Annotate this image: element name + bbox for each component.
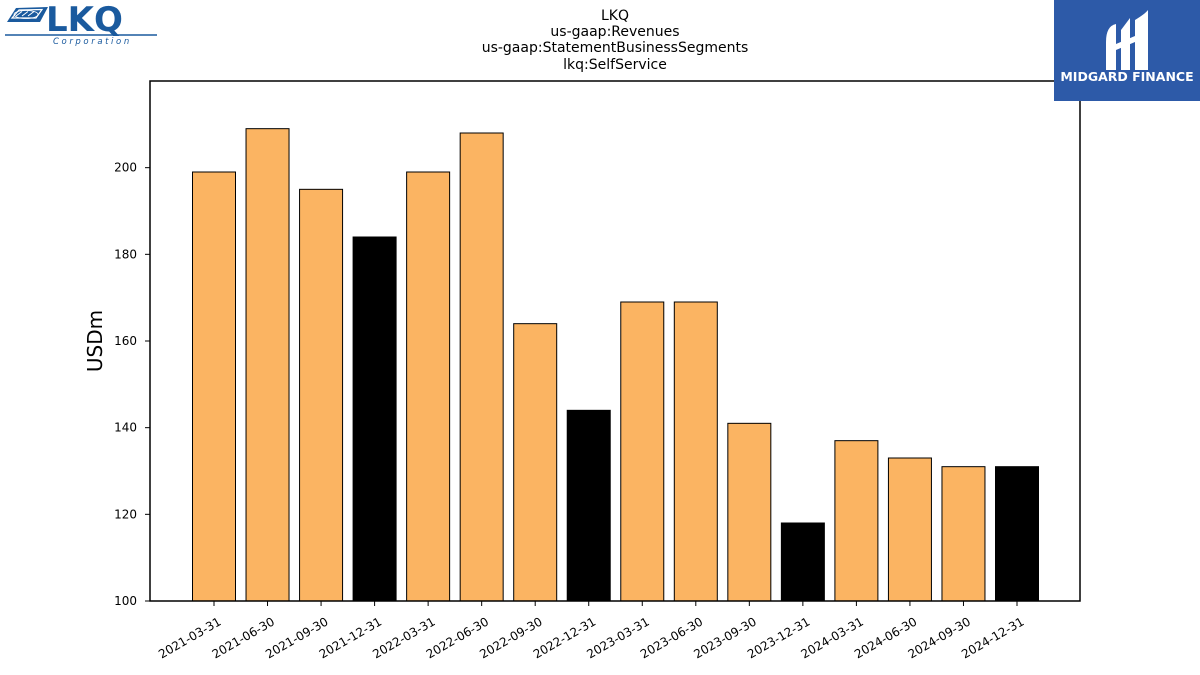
y-tick-label-180: 180	[114, 247, 137, 261]
bar-2022-03-31	[406, 171, 451, 602]
bar-2022-06-30	[459, 132, 504, 602]
bar-2024-03-31	[834, 440, 879, 602]
bar-2023-09-30	[727, 422, 772, 602]
bar-2021-12-31	[352, 236, 397, 602]
y-axis-label: USDm	[83, 310, 107, 372]
lkq-logo-name: LKQ	[46, 0, 123, 40]
y-tick-label-200: 200	[114, 161, 137, 175]
bar-2022-09-30	[513, 323, 558, 602]
bar-2021-06-30	[245, 128, 290, 602]
chart-title-line-4: lkq:SelfService	[563, 57, 667, 73]
lkq-logo-subtitle: Corporation	[53, 37, 132, 47]
bar-2023-06-30	[673, 301, 718, 602]
bar-2021-03-31	[192, 171, 236, 602]
y-tick-label-140: 140	[114, 421, 137, 435]
midgard-finance-logo: MIDGARD FINANCE	[1054, 0, 1200, 101]
chart-title-line-3: us-gaap:StatementBusinessSegments	[482, 40, 749, 56]
chart-title: LKQ us-gaap:Revenues us-gaap:StatementBu…	[482, 8, 749, 73]
y-axis-ticks: 100 120 140 160 180 200	[114, 161, 150, 608]
y-tick-label-100: 100	[114, 594, 137, 608]
plot-frame	[149, 80, 1081, 602]
bar-2023-03-31	[620, 301, 665, 602]
bar-2024-12-31	[995, 466, 1039, 602]
midgard-logo-name: MIDGARD FINANCE	[1060, 69, 1193, 84]
x-axis-ticks: 2021-03-312021-06-302021-09-302021-12-31…	[156, 601, 1027, 661]
bar-2021-09-30	[299, 188, 344, 602]
bar-2024-06-30	[887, 457, 932, 602]
lkq-logo: LKQ Corporation	[5, 0, 157, 47]
chart-title-line-2: us-gaap:Revenues	[550, 24, 679, 40]
chart-title-line-1: LKQ	[601, 8, 629, 24]
bar-2023-12-31	[780, 522, 825, 602]
bar-2024-09-30	[941, 466, 986, 602]
y-tick-label-160: 160	[114, 334, 137, 348]
lkq-logo-emblem-icon	[7, 7, 48, 22]
bars	[192, 128, 1039, 602]
y-tick-label-120: 120	[114, 507, 137, 521]
bar-2022-12-31	[566, 409, 611, 602]
midgard-logo-emblem-icon	[1106, 10, 1148, 70]
